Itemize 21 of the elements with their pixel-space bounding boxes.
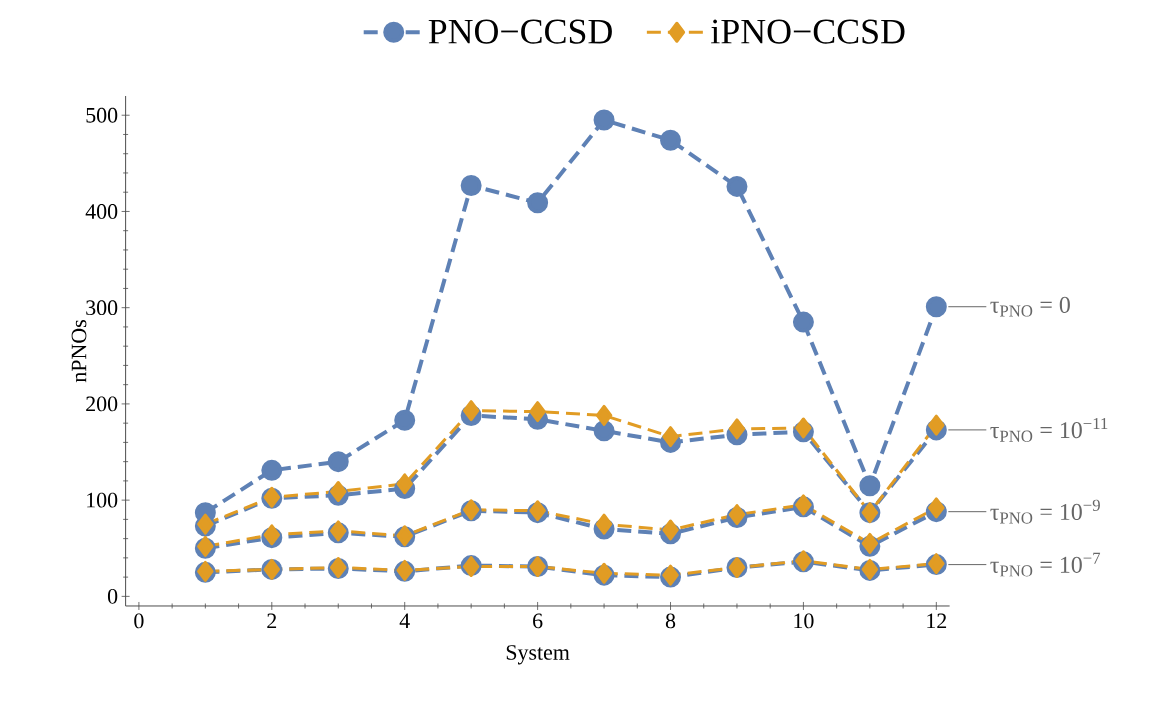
legend-label: iPNO−CCSD bbox=[711, 19, 905, 44]
text: τ$_{PNO}$ = 0 bbox=[990, 296, 1070, 317]
y-tick-label: 300 bbox=[86, 300, 118, 316]
x-tick-label: 4 bbox=[399, 613, 410, 628]
x-tick-label: 12 bbox=[927, 613, 947, 629]
x-axis-title: System bbox=[506, 645, 570, 665]
text: τ$_{PNO}$ = 10$^{−11}$ bbox=[990, 417, 1108, 442]
text: τ$_{PNO}$ = 10$^{−7}$ bbox=[990, 552, 1101, 577]
y-tick-label: 100 bbox=[87, 492, 118, 508]
y-axis-title: nPNOs bbox=[71, 320, 87, 383]
x-tick-label: 10 bbox=[794, 613, 814, 629]
legend-label: PNO−CCSD bbox=[428, 19, 612, 44]
x-tick-label: 0 bbox=[134, 613, 144, 629]
x-tick-label: 2 bbox=[267, 613, 277, 629]
x-tick-label: 6 bbox=[533, 613, 543, 629]
y-tick-label: 500 bbox=[86, 107, 118, 123]
x-tick-label: 8 bbox=[665, 613, 676, 629]
text: τ$_{PNO}$ = 10$^{−9}$ bbox=[990, 499, 1100, 524]
y-tick-label: 0 bbox=[107, 588, 118, 604]
y-tick-label: 200 bbox=[86, 396, 118, 412]
y-tick-label: 400 bbox=[85, 204, 118, 219]
